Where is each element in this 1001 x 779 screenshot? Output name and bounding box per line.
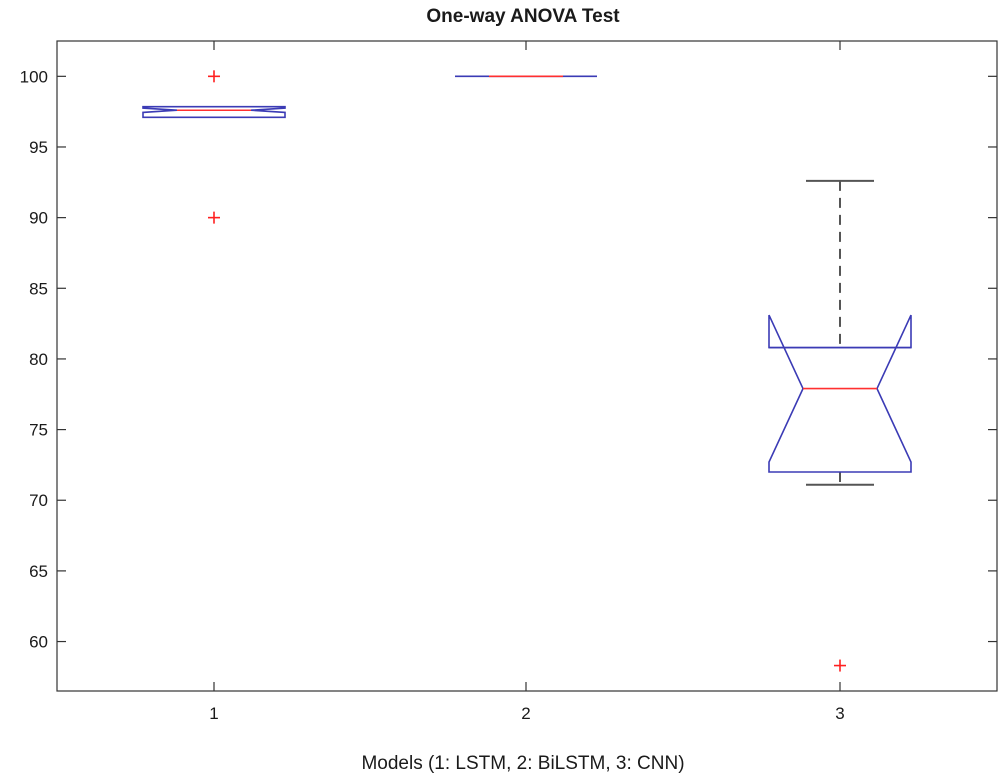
chart-title: One-way ANOVA Test: [426, 6, 620, 27]
y-tick-label: 95: [29, 138, 48, 157]
y-tick-label: 85: [29, 279, 48, 298]
box-3: [768, 179, 912, 672]
x-axis-label: Models (1: LSTM, 2: BiLSTM, 3: CNN): [361, 753, 684, 774]
x-tick-label: 2: [521, 704, 530, 723]
x-tick-label: 3: [835, 704, 844, 723]
y-tick-label: 75: [29, 421, 48, 440]
y-tick-label: 60: [29, 633, 48, 652]
outlier-point: [208, 211, 220, 224]
y-tick-label: 100: [20, 67, 48, 86]
box-body: [768, 314, 912, 473]
y-tick-label: 70: [29, 491, 48, 510]
plot-area-frame: [56, 40, 998, 692]
y-tick-label: 65: [29, 562, 48, 581]
y-tick-label: 90: [29, 209, 48, 228]
outlier-point: [208, 70, 220, 83]
x-axis: 1 2 3: [209, 41, 845, 723]
y-tick-label: 80: [29, 350, 48, 369]
y-axis: 60 65 70 75 80 85 90 95 100: [20, 67, 997, 652]
box-series: [142, 70, 912, 672]
box-body: [142, 105, 286, 119]
box-1: [142, 70, 286, 224]
x-tick-label: 1: [209, 704, 218, 723]
outlier-point: [834, 659, 846, 672]
